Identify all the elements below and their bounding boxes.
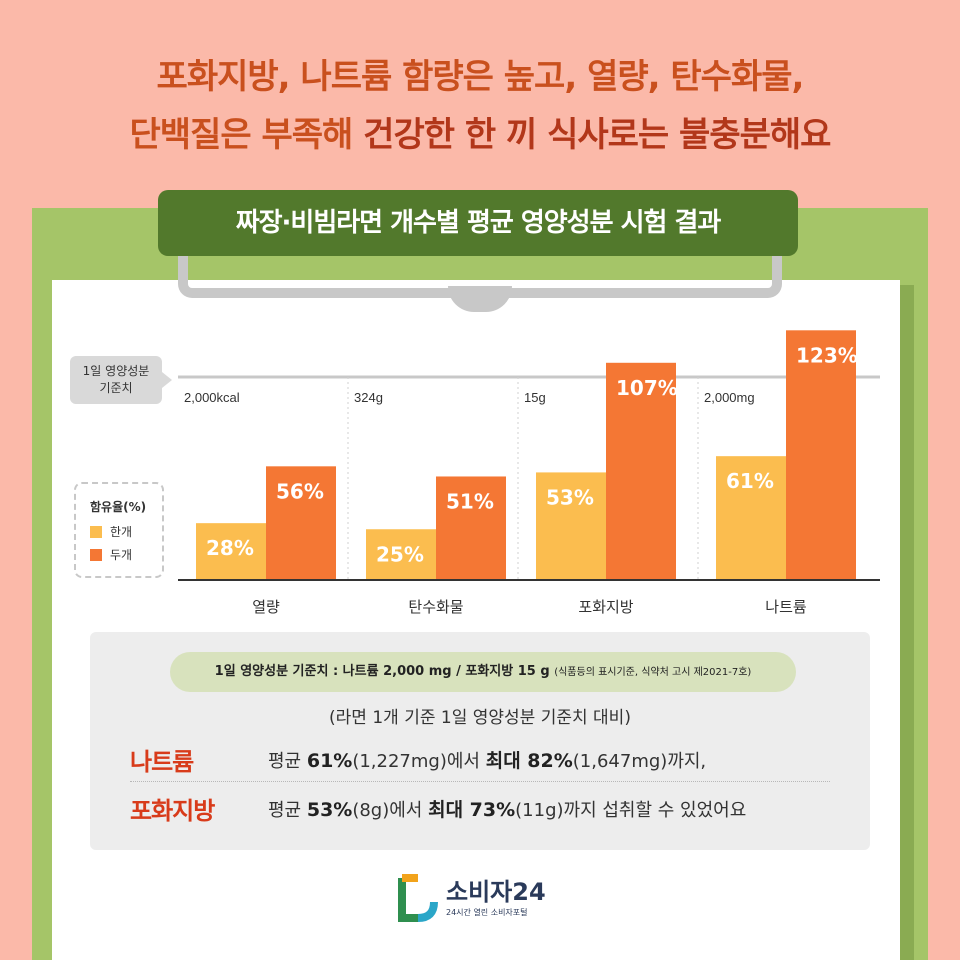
bar-3-1 xyxy=(786,330,856,580)
bar-3-0 xyxy=(716,456,786,580)
fact-saturated-fat-label: 포화지방 xyxy=(130,796,215,825)
note-pill: 1일 영양성분 기준치 : 나트륨 2,000 mg / 포화지방 15 g (… xyxy=(170,652,796,692)
fact-sodium-t1: 평균 xyxy=(268,751,307,772)
legend-item-one: 한개 xyxy=(90,523,162,540)
fact-sodium-label: 나트륨 xyxy=(130,748,194,776)
fact-sodium-text: 평균 61%(1,227mg)에서 최대 82%(1,647mg)까지, xyxy=(268,746,706,773)
reference-value-1: 324g xyxy=(354,390,383,405)
headline-line-2-pre: 단백질은 부족해 xyxy=(129,115,364,155)
legend-swatch-two xyxy=(90,548,102,561)
data-label-3-1: 123% xyxy=(796,343,858,367)
legend-label-two: 두개 xyxy=(110,548,133,562)
fact-saturated-fat: 포화지방 평균 53%(8g)에서 최대 73%(11g)까지 섭취할 수 있었… xyxy=(130,786,830,830)
category-label-0: 열량 xyxy=(252,598,280,616)
legend-swatch-one xyxy=(90,525,102,538)
fact-sodium-t2: (1,227mg)에서 xyxy=(352,751,486,772)
bar-2-0 xyxy=(536,472,606,580)
headline-line-2: 단백질은 부족해 건강한 한 끼 식사로는 불충분해요 xyxy=(0,106,960,164)
data-label-0-0: 28% xyxy=(206,536,254,560)
logo-tagline: 24시간 열린 소비자포털 xyxy=(446,907,528,917)
category-label-2: 포화지방 xyxy=(578,598,633,616)
fact-sodium-max: 최대 82% xyxy=(485,750,573,772)
legend-label-one: 한개 xyxy=(110,525,133,539)
chart-legend: 함유율(%) 한개 두개 xyxy=(74,482,164,578)
bar-1-0 xyxy=(366,529,436,580)
fact-satfat-max: 최대 73% xyxy=(428,798,516,821)
bar-0-1 xyxy=(266,466,336,580)
fact-satfat-t3: (11g)까지 섭취할 수 있었어요 xyxy=(515,799,747,821)
bar-1-1 xyxy=(436,476,506,580)
logo-brand: 소비자24 xyxy=(446,877,546,906)
fact-satfat-t1: 평균 xyxy=(268,799,307,821)
data-label-2-1: 107% xyxy=(616,376,678,400)
bar-0-0 xyxy=(196,523,266,580)
reference-value-3: 2,000mg xyxy=(704,390,755,405)
fact-satfat-avg: 53% xyxy=(306,798,353,821)
data-label-1-1: 51% xyxy=(446,489,494,513)
fact-saturated-fat-text: 평균 53%(8g)에서 최대 73%(11g)까지 섭취할 수 있었어요 xyxy=(268,795,746,822)
legend-item-two: 두개 xyxy=(90,546,162,563)
headline: 포화지방, 나트륨 함량은 높고, 열량, 탄수화물, 단백질은 부족해 건강한… xyxy=(0,48,960,164)
note-subtitle: (라면 1개 기준 1일 영양성분 기준치 대비) xyxy=(329,708,631,728)
data-label-2-0: 53% xyxy=(546,485,594,509)
reference-value-0: 2,000kcal xyxy=(184,390,240,405)
data-label-3-0: 61% xyxy=(726,469,774,493)
logo: 소비자24 24시간 열린 소비자포털 xyxy=(398,872,546,924)
reference-label-line-2: 기준치 xyxy=(99,381,133,395)
fact-sodium-t3: (1,647mg)까지, xyxy=(572,751,707,772)
note-pill-main: 1일 영양성분 기준치 : 나트륨 2,000 mg / 포화지방 15 g xyxy=(214,664,555,679)
reference-label: 1일 영양성분 기준치 xyxy=(70,356,172,404)
data-label-1-0: 25% xyxy=(376,542,424,566)
note-pill-source: (식품등의 표시기준, 식약처 고시 제2021-7호) xyxy=(554,667,752,678)
headline-line-1: 포화지방, 나트륨 함량은 높고, 열량, 탄수화물, xyxy=(156,57,805,97)
fact-sodium: 나트륨 평균 61%(1,227mg)에서 최대 82%(1,647mg)까지, xyxy=(130,738,830,782)
category-label-1: 탄수화물 xyxy=(408,598,463,616)
bar-2-1 xyxy=(606,362,676,580)
data-label-0-1: 56% xyxy=(276,479,324,503)
reference-label-line-1: 1일 영양성분 xyxy=(82,364,150,378)
logo-mark-icon xyxy=(398,874,438,922)
category-label-3: 나트륨 xyxy=(765,598,807,616)
headline-line-2-highlight: 건강한 한 끼 식사로는 불충분해요 xyxy=(363,115,831,155)
legend-title: 함유율(%) xyxy=(90,500,147,514)
fact-satfat-t2: (8g)에서 xyxy=(352,799,429,821)
fact-sodium-avg: 61% xyxy=(306,750,353,772)
chart-banner: 짜장·비빔라면 개수별 평균 영양성분 시험 결과 xyxy=(158,190,798,256)
reference-value-2: 15g xyxy=(524,390,546,405)
